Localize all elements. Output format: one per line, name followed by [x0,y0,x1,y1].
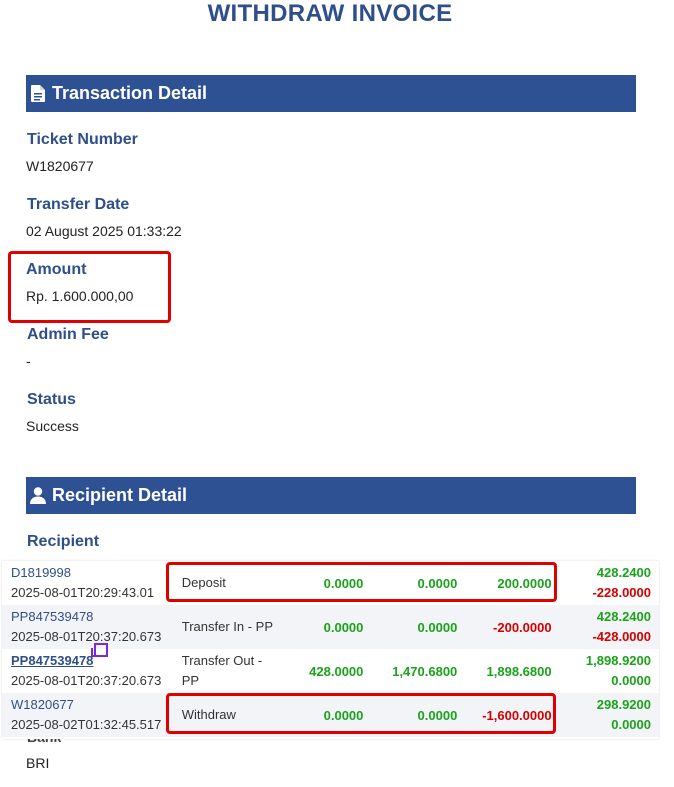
balance-bottom: 0.0000 [611,673,651,688]
document-icon [30,85,46,103]
transaction-value-2: 0.0000 [371,605,466,649]
transaction-value-3: 200.0000 [465,561,560,605]
recipient-label: Recipient [27,533,100,550]
ticket-number-label: Ticket Number [27,131,138,148]
balance-top: 1,898.9200 [585,653,651,668]
ticket-number-value: W1820677 [26,158,94,174]
transaction-detail-header: Transaction Detail [26,75,636,112]
status-label: Status [27,391,76,408]
transaction-timestamp: 2025-08-01T20:29:43.01 [11,585,155,600]
transaction-type: Transfer In - PP [171,605,279,649]
recipient-detail-header: Recipient Detail [26,477,636,514]
admin-fee-value: - [26,353,31,369]
deposit-row-highlight [166,562,557,602]
transfer-date-value: 02 August 2025 01:33:22 [26,223,182,239]
transaction-detail-title: Transaction Detail [52,83,208,103]
amount-value: Rp. 1.600.000,00 [26,288,134,304]
copy-icon[interactable] [91,643,109,657]
recipient-detail-title: Recipient Detail [52,485,188,505]
balance-bottom: -228.0000 [592,585,651,600]
balance-top: 428.2400 [596,565,651,580]
amount-highlight [8,251,171,323]
balance-top: 428.2400 [596,609,651,624]
transaction-value-2: 0.0000 [371,693,466,737]
balance-bottom: 0.0000 [611,717,651,732]
transaction-history-table: D1819998 2025-08-01T20:29:43.01 Deposit … [2,561,659,739]
table-row: D1819998 2025-08-01T20:29:43.01 Deposit … [2,561,659,605]
balance-bottom: -428.0000 [592,629,651,644]
bank-value: BRI [26,755,50,771]
transaction-type: Deposit [171,561,279,605]
transaction-value-1: 0.0000 [278,693,372,737]
transaction-value-3: -1,600.0000 [465,693,560,737]
transaction-id[interactable]: W1820677 [11,697,74,712]
status-value: Success [26,418,79,434]
table-row: PP847539478 2025-08-01T20:37:20.673 Tran… [2,643,659,693]
transaction-value-1: 0.0000 [278,561,372,605]
transaction-timestamp: 2025-08-01T20:37:20.673 [11,629,162,644]
amount-label: Amount [26,261,87,278]
transaction-id[interactable]: D1819998 [11,565,71,580]
transaction-value-1: 0.0000 [278,605,372,649]
transaction-timestamp: 2025-08-01T20:37:20.673 [11,673,162,688]
page-title: WITHDRAW INVOICE [207,0,453,27]
transaction-timestamp: 2025-08-02T01:32:45.517 [11,717,162,732]
transaction-id-link[interactable]: PP847539478 [11,653,94,668]
table-row: PP847539478 2025-08-01T20:37:20.673 Tran… [2,605,659,649]
admin-fee-label: Admin Fee [27,326,109,343]
user-icon [30,487,46,505]
transaction-value-1: 428.0000 [278,649,372,693]
transaction-type: Transfer Out - PP [171,649,279,693]
transaction-value-3: -200.0000 [465,605,560,649]
transaction-id[interactable]: PP847539478 [11,609,94,624]
transaction-value-2: 1,470.6800 [371,649,466,693]
transaction-type: Withdraw [171,693,279,737]
balance-top: 298.9200 [596,697,651,712]
transaction-value-2: 0.0000 [371,561,466,605]
table-row: W1820677 2025-08-02T01:32:45.517 Withdra… [2,693,659,737]
withdraw-row-highlight [166,693,556,734]
transfer-date-label: Transfer Date [27,196,130,213]
transaction-value-3: 1,898.6800 [465,649,560,693]
